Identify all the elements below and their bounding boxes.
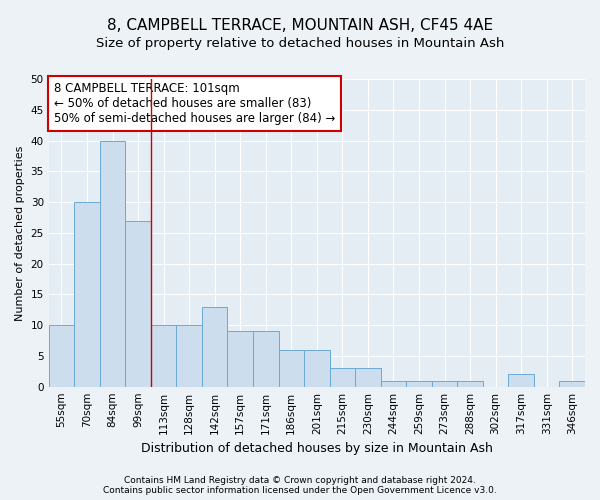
Text: Contains HM Land Registry data © Crown copyright and database right 2024.: Contains HM Land Registry data © Crown c… (124, 476, 476, 485)
Bar (559, 380, 585, 386)
Text: Contains public sector information licensed under the Open Government Licence v3: Contains public sector information licen… (103, 486, 497, 495)
Y-axis label: Number of detached properties: Number of detached properties (15, 145, 25, 320)
Bar (457, 380, 483, 386)
Text: 8, CAMPBELL TERRACE, MOUNTAIN ASH, CF45 4AE: 8, CAMPBELL TERRACE, MOUNTAIN ASH, CF45 … (107, 18, 493, 32)
Bar (278, 350, 304, 387)
Bar (432, 380, 457, 386)
X-axis label: Distribution of detached houses by size in Mountain Ash: Distribution of detached houses by size … (141, 442, 493, 455)
Bar (49, 325, 74, 386)
Bar (202, 306, 227, 386)
Bar (406, 380, 432, 386)
Bar (508, 374, 534, 386)
Bar (355, 368, 380, 386)
Bar (329, 368, 355, 386)
Bar (125, 220, 151, 386)
Text: 8 CAMPBELL TERRACE: 101sqm
← 50% of detached houses are smaller (83)
50% of semi: 8 CAMPBELL TERRACE: 101sqm ← 50% of deta… (54, 82, 335, 125)
Bar (100, 140, 125, 386)
Bar (380, 380, 406, 386)
Text: Size of property relative to detached houses in Mountain Ash: Size of property relative to detached ho… (96, 38, 504, 51)
Bar (227, 332, 253, 386)
Bar (304, 350, 329, 387)
Bar (176, 325, 202, 386)
Bar (74, 202, 100, 386)
Bar (151, 325, 176, 386)
Bar (253, 332, 278, 386)
